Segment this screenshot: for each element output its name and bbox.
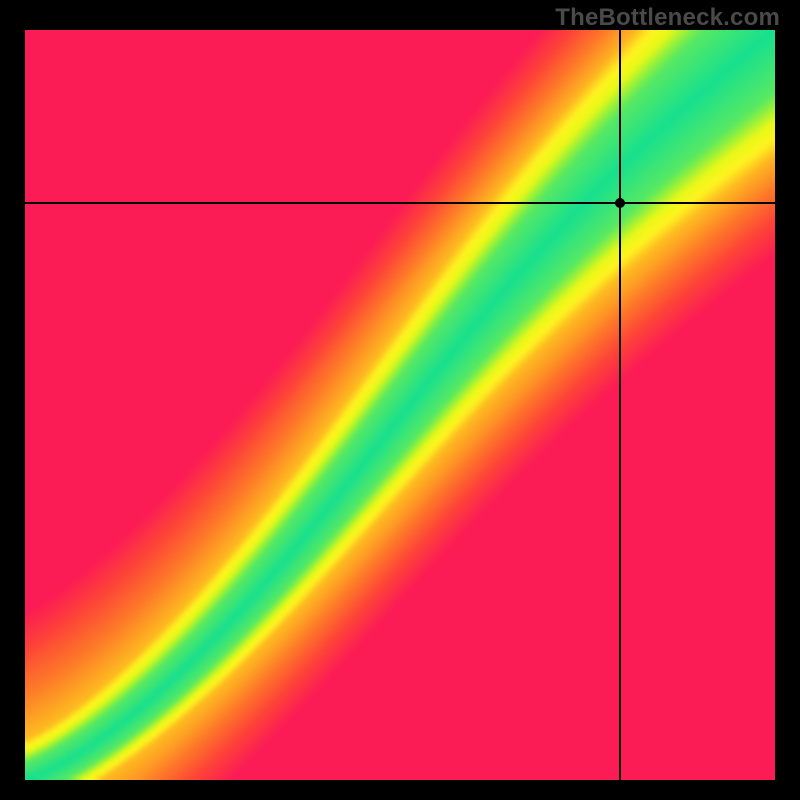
crosshair-horizontal	[25, 202, 775, 204]
crosshair-dot	[615, 198, 625, 208]
heatmap-canvas	[25, 30, 775, 780]
heatmap-plot	[25, 30, 775, 780]
crosshair-vertical	[619, 30, 621, 780]
chart-container: TheBottleneck.com	[0, 0, 800, 800]
watermark-text: TheBottleneck.com	[555, 4, 780, 32]
